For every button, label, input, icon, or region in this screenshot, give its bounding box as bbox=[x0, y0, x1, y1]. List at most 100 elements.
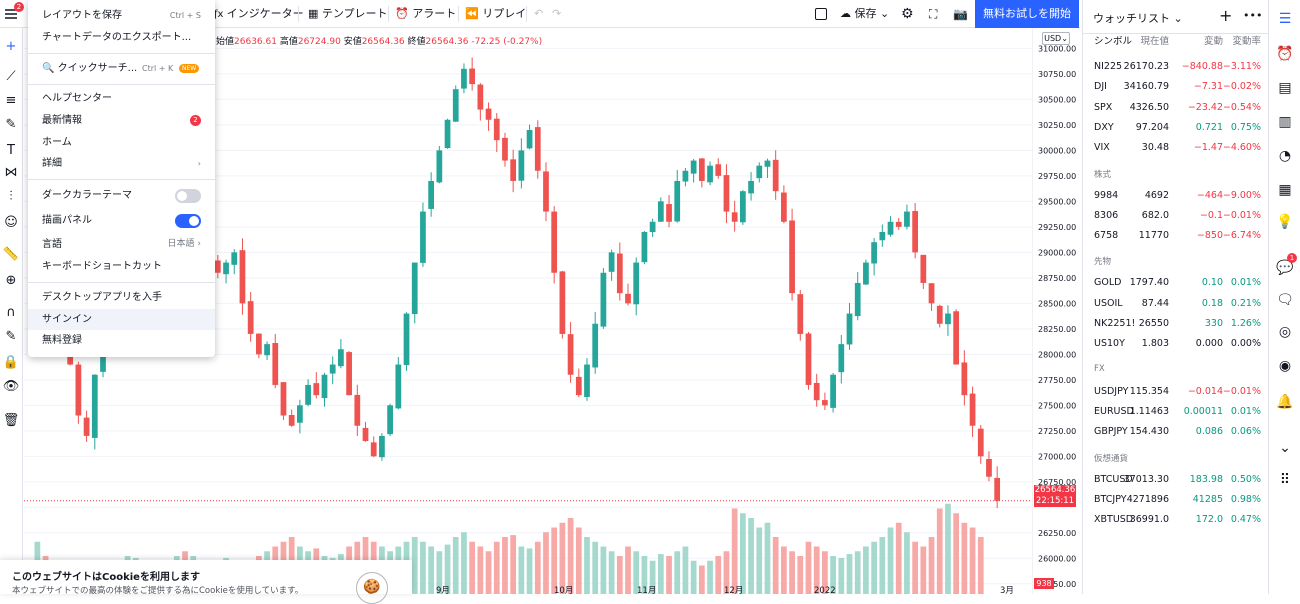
menu-dark-theme[interactable]: ダークカラーテーマ bbox=[28, 185, 215, 206]
chart-pie-icon[interactable]: ◔ bbox=[1278, 148, 1292, 164]
add-symbol-icon[interactable]: + bbox=[1219, 6, 1233, 25]
watchlist-cell-chg: −0.1 bbox=[1199, 209, 1223, 221]
magnet-icon[interactable]: ∩ bbox=[6, 305, 16, 320]
fullscreen-icon[interactable]: ⛶ bbox=[929, 7, 938, 21]
menu-whats-new[interactable]: 最新情報 2 bbox=[28, 110, 215, 131]
watchlist-row[interactable]: USDJPY 115.354 −0.014 −0.01% bbox=[1083, 382, 1269, 402]
price-axis-label: 29500.00 bbox=[1038, 197, 1076, 206]
menu-help-center[interactable]: ヘルプセンター bbox=[42, 93, 112, 104]
chevron-icon[interactable]: ⌄ bbox=[1279, 440, 1291, 456]
watchlist-row[interactable]: BTCJPY 4271896 41285 0.98% bbox=[1083, 490, 1269, 510]
watchlist-row[interactable]: GOLD 1797.40 0.10 0.01% bbox=[1083, 273, 1269, 293]
menu-save-layout[interactable]: レイアウトを保存 Ctrl + S bbox=[42, 10, 201, 21]
candle-body bbox=[354, 394, 361, 426]
menu-language[interactable]: 言語 日本語 › bbox=[42, 239, 201, 250]
crosshair-icon[interactable]: + bbox=[5, 39, 17, 54]
community-icon[interactable]: ◎ bbox=[1278, 324, 1292, 340]
watchlist-title[interactable]: ウォッチリスト ⌄ bbox=[1093, 12, 1183, 25]
watchlist-cell-chg: −0.014 bbox=[1187, 385, 1223, 397]
watchlist-icon[interactable]: ☰ bbox=[1278, 11, 1292, 27]
watchlist-row[interactable]: US10Y 1.803 0.000 0.00% bbox=[1083, 334, 1269, 354]
rectangle-icon[interactable] bbox=[815, 8, 827, 20]
alarm-icon[interactable]: ⏰ bbox=[1276, 46, 1294, 62]
watchlist-cell-sym: BTCUSD bbox=[1094, 473, 1133, 485]
candle-body bbox=[748, 180, 754, 194]
save-button[interactable]: ☁ 保存 ⌄ bbox=[840, 7, 890, 20]
watchlist-row[interactable]: 8306 682.0 −0.1 −0.01% bbox=[1083, 206, 1269, 226]
menu-shortcuts[interactable]: キーボードショートカット bbox=[42, 261, 162, 272]
watchlist-cell-pct: 0.75% bbox=[1230, 121, 1261, 133]
camera-icon[interactable]: 📷 bbox=[953, 7, 968, 21]
menu-icon[interactable]: 2 bbox=[4, 2, 24, 21]
cloud-icon: ☁ bbox=[840, 7, 855, 20]
currency-button[interactable]: USD⌄ bbox=[1042, 32, 1070, 45]
ruler-icon[interactable]: 📏 bbox=[2, 247, 20, 262]
redo-icon[interactable]: ↷ bbox=[552, 7, 562, 20]
watchlist-row[interactable]: GBPJPY 154.430 0.086 0.06% bbox=[1083, 422, 1269, 442]
calendar-list-icon[interactable]: ▥ bbox=[1278, 114, 1292, 130]
watchlist-row[interactable]: NI225 26170.23 −840.88 −3.11% bbox=[1083, 57, 1269, 77]
more-icon[interactable]: ••• bbox=[1243, 9, 1263, 22]
menu-quick-search[interactable]: 🔍 クイックサーチ... Ctrl + K NEW bbox=[28, 58, 215, 79]
zoom-in-icon[interactable]: ⊕ bbox=[5, 273, 17, 288]
menu-home[interactable]: ホーム bbox=[42, 137, 72, 148]
chat-icon[interactable]: 💬 bbox=[1276, 260, 1294, 276]
lock-icon[interactable]: 🔒 bbox=[2, 355, 20, 370]
menu-sign-up[interactable]: 無料登録 bbox=[42, 335, 82, 346]
volume-bar bbox=[420, 541, 426, 594]
idea-bulb-icon[interactable]: 💡 bbox=[1276, 214, 1294, 230]
indicators-button[interactable]: ƒx インジケーター bbox=[214, 7, 304, 20]
candle-body bbox=[838, 344, 845, 373]
dots-grid-icon[interactable]: ⠿ bbox=[1279, 472, 1291, 488]
drawing-panel-toggle[interactable] bbox=[175, 214, 201, 228]
horizontal-lines-icon[interactable]: ≡ bbox=[5, 93, 17, 108]
bell-icon[interactable]: 🔔 bbox=[1276, 394, 1294, 410]
emoji-icon[interactable]: ☺ bbox=[4, 215, 18, 230]
watchlist-row[interactable]: EURUSD 1.11463 0.00011 0.01% bbox=[1083, 402, 1269, 422]
watchlist-row[interactable]: BTCUSD 37013.30 183.98 0.50% bbox=[1083, 470, 1269, 490]
volume-bar bbox=[920, 546, 927, 594]
lock-drawing-icon[interactable]: ✎ bbox=[5, 329, 17, 344]
streams-icon[interactable]: ◉ bbox=[1278, 358, 1292, 374]
undo-icon[interactable]: ↶ bbox=[534, 7, 544, 20]
watchlist-row[interactable]: VIX 30.48 −1.47 −4.60% bbox=[1083, 138, 1269, 158]
watchlist-row[interactable]: 6758 11770 −850 −6.74% bbox=[1083, 226, 1269, 246]
watchlist-row[interactable]: 9984 4692 −464 −9.00% bbox=[1083, 186, 1269, 206]
text-icon[interactable]: T bbox=[7, 143, 15, 158]
price-axis-label: 29000.00 bbox=[1038, 248, 1076, 257]
watchlist-row[interactable]: DJI 34160.79 −7.31 −0.02% bbox=[1083, 77, 1269, 97]
news-icon[interactable]: ▤ bbox=[1278, 80, 1292, 96]
watchlist-row[interactable]: DXY 97.204 0.721 0.75% bbox=[1083, 118, 1269, 138]
start-trial-button[interactable]: 無料お試しを開始 bbox=[975, 0, 1079, 28]
menu-badge: 2 bbox=[14, 2, 24, 12]
trendline-icon[interactable]: ⟋ bbox=[6, 69, 16, 84]
menu-desktop-app[interactable]: デスクトップアプリを入手 bbox=[42, 292, 162, 303]
settings-icon[interactable]: ⚙ bbox=[901, 6, 914, 22]
messages-icon[interactable]: 🗨 bbox=[1276, 292, 1294, 308]
dark-theme-toggle[interactable] bbox=[175, 189, 201, 203]
replay-button[interactable]: ⏪ リプレイ bbox=[465, 7, 527, 20]
templates-button[interactable]: ▦ テンプレート bbox=[308, 7, 388, 20]
watchlist-row[interactable]: XBTUSD 36991.0 172.0 0.47% bbox=[1083, 510, 1269, 530]
menu-drawing-panel[interactable]: 描画パネル bbox=[28, 210, 215, 231]
watchlist-row[interactable]: USOIL 87.44 0.18 0.21% bbox=[1083, 294, 1269, 314]
trash-icon[interactable]: 🗑 bbox=[2, 413, 20, 428]
menu-more[interactable]: 詳細 › bbox=[28, 153, 215, 174]
watchlist-cell-last: 4692 bbox=[1144, 189, 1169, 201]
menu-export-data[interactable]: チャートデータのエクスポート... bbox=[42, 32, 192, 43]
candle-body bbox=[920, 254, 927, 283]
brush-icon[interactable]: ✎ bbox=[5, 117, 17, 132]
candle-body bbox=[912, 211, 919, 253]
fib-icon[interactable]: ⫶ bbox=[9, 189, 13, 204]
price-axis[interactable]: 31000.00 30750.00 30500.00 30250.00 30000.00… bbox=[1032, 28, 1081, 594]
calendar-icon[interactable]: ▦ bbox=[1278, 182, 1292, 198]
price-axis-label: 26250.00 bbox=[1038, 529, 1076, 538]
alerts-button[interactable]: ⏰ アラート bbox=[395, 7, 457, 20]
eye-icon[interactable]: 👁 bbox=[2, 379, 20, 394]
volume-bar bbox=[928, 537, 935, 594]
pattern-icon[interactable]: ⋈ bbox=[4, 165, 18, 180]
candle-body bbox=[756, 165, 763, 179]
menu-sign-in[interactable]: サインイン bbox=[28, 309, 215, 330]
watchlist-row[interactable]: NK2251! 26550 330 1.26% bbox=[1083, 314, 1269, 334]
watchlist-row[interactable]: SPX 4326.50 −23.42 −0.54% bbox=[1083, 98, 1269, 118]
